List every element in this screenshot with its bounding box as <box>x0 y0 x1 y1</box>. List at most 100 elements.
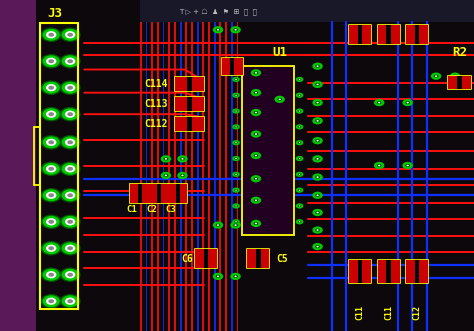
Circle shape <box>233 28 238 31</box>
Circle shape <box>251 220 261 227</box>
Bar <box>247 249 256 268</box>
Circle shape <box>317 229 319 231</box>
Circle shape <box>315 83 320 86</box>
Circle shape <box>298 157 301 160</box>
Circle shape <box>41 107 62 121</box>
Circle shape <box>60 214 81 229</box>
Circle shape <box>232 109 240 114</box>
Circle shape <box>402 162 413 169</box>
Circle shape <box>65 218 75 225</box>
Bar <box>234 58 243 75</box>
Bar <box>168 22 170 331</box>
Text: C3: C3 <box>165 205 176 214</box>
Circle shape <box>67 273 73 277</box>
Bar <box>142 184 149 203</box>
Bar <box>157 184 161 203</box>
Circle shape <box>312 243 323 250</box>
Circle shape <box>46 271 56 278</box>
Circle shape <box>41 241 62 256</box>
Circle shape <box>234 94 238 96</box>
Circle shape <box>299 205 301 207</box>
Circle shape <box>299 158 301 159</box>
Circle shape <box>60 294 81 308</box>
Bar <box>140 22 142 331</box>
Circle shape <box>216 275 220 278</box>
Circle shape <box>377 164 382 167</box>
Bar <box>204 249 209 268</box>
Circle shape <box>299 190 301 191</box>
Circle shape <box>48 59 54 63</box>
Circle shape <box>62 29 79 41</box>
Circle shape <box>48 193 54 197</box>
Circle shape <box>407 165 409 166</box>
Circle shape <box>299 95 301 96</box>
Circle shape <box>254 222 258 225</box>
Circle shape <box>46 111 56 118</box>
Bar <box>187 77 192 91</box>
Circle shape <box>43 189 60 201</box>
Circle shape <box>299 126 301 127</box>
Bar <box>175 77 204 91</box>
Circle shape <box>233 223 238 227</box>
Circle shape <box>235 29 237 30</box>
Circle shape <box>65 165 75 172</box>
Circle shape <box>46 165 56 172</box>
Circle shape <box>317 195 319 196</box>
Circle shape <box>232 93 240 98</box>
Circle shape <box>46 298 56 305</box>
Circle shape <box>46 192 56 199</box>
Circle shape <box>312 209 323 216</box>
Bar <box>157 22 159 331</box>
Circle shape <box>60 162 81 176</box>
Circle shape <box>251 130 261 138</box>
Circle shape <box>41 27 62 42</box>
Circle shape <box>254 199 258 202</box>
Bar <box>175 117 204 131</box>
Text: C112: C112 <box>145 119 168 129</box>
Circle shape <box>317 176 319 178</box>
Bar <box>222 58 230 75</box>
Circle shape <box>165 175 167 176</box>
Circle shape <box>277 98 282 101</box>
Circle shape <box>67 299 73 303</box>
Bar <box>202 22 204 331</box>
Bar <box>237 22 238 331</box>
Circle shape <box>43 163 60 175</box>
Bar <box>378 25 386 44</box>
Circle shape <box>296 203 303 209</box>
Circle shape <box>296 140 303 145</box>
Circle shape <box>234 78 238 81</box>
Bar <box>462 76 471 89</box>
Circle shape <box>251 197 261 204</box>
Circle shape <box>161 155 171 163</box>
Circle shape <box>298 173 301 175</box>
Circle shape <box>41 54 62 69</box>
Circle shape <box>67 112 73 116</box>
Circle shape <box>60 54 81 69</box>
Bar <box>448 76 471 89</box>
Circle shape <box>235 79 237 80</box>
Text: U1: U1 <box>272 46 287 60</box>
Circle shape <box>60 135 81 150</box>
Circle shape <box>216 28 220 31</box>
Circle shape <box>62 108 79 120</box>
Circle shape <box>62 136 79 148</box>
Bar <box>349 25 371 44</box>
Circle shape <box>232 219 240 224</box>
Bar <box>195 249 204 268</box>
Circle shape <box>235 95 237 96</box>
Bar <box>419 260 428 283</box>
Circle shape <box>232 172 240 177</box>
Circle shape <box>67 246 73 250</box>
Circle shape <box>62 163 79 175</box>
Circle shape <box>48 112 54 116</box>
Circle shape <box>251 109 261 116</box>
Bar <box>168 184 187 203</box>
Circle shape <box>48 140 54 144</box>
Bar <box>358 260 363 283</box>
Circle shape <box>234 189 238 191</box>
Circle shape <box>374 162 384 169</box>
Bar <box>363 25 371 44</box>
Bar <box>175 97 187 111</box>
Circle shape <box>254 91 258 94</box>
